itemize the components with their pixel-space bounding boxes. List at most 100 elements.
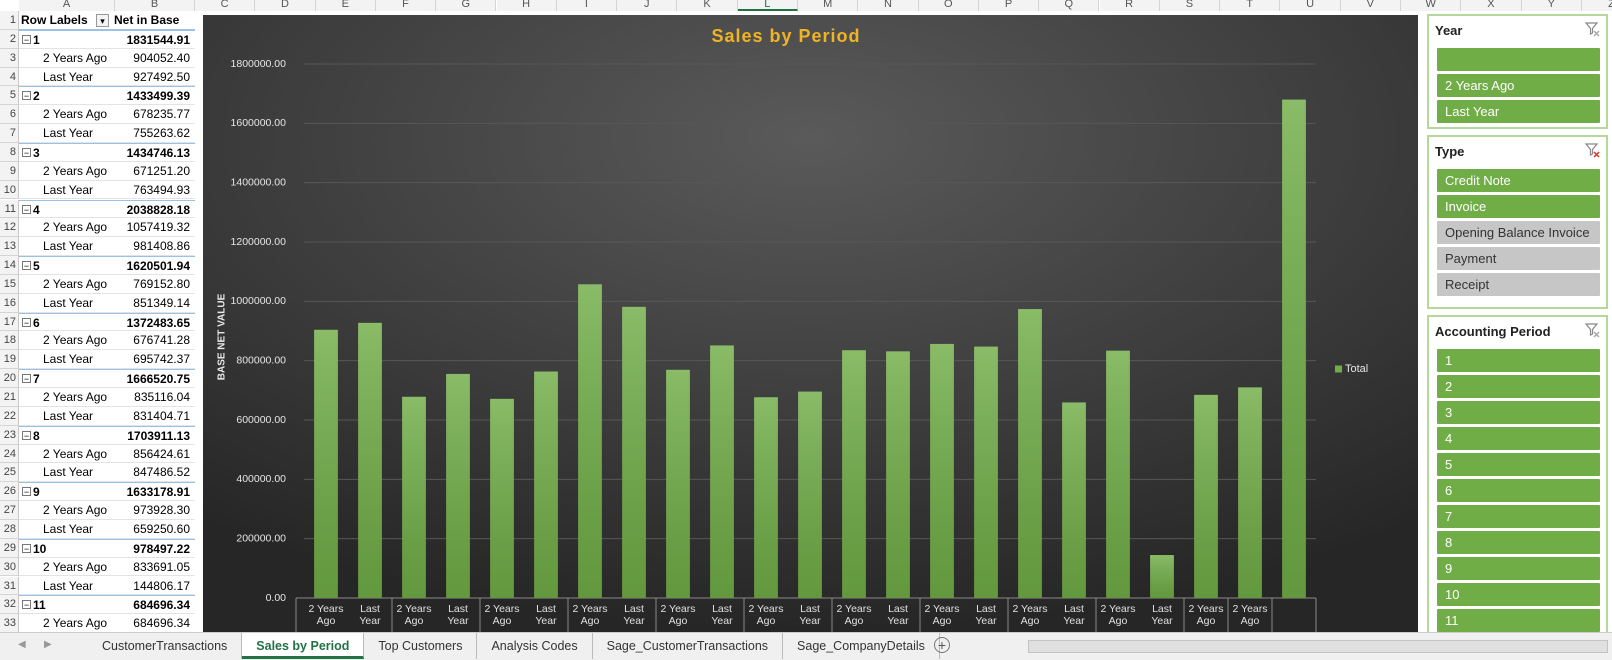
- pivot-value: 847486.52: [115, 463, 195, 483]
- row-number: 32: [0, 595, 19, 615]
- row-number: 26: [0, 482, 19, 502]
- slicer-item[interactable]: 6: [1437, 479, 1600, 502]
- row-number: 1: [0, 11, 19, 30]
- slicer-item[interactable]: 9: [1437, 557, 1600, 580]
- pivot-group-label: 1: [19, 29, 115, 49]
- pivot-value: 755263.62: [115, 124, 195, 143]
- collapse-button[interactable]: −: [22, 147, 31, 158]
- collapse-button[interactable]: −: [22, 600, 31, 611]
- clear-filter-icon[interactable]: [1584, 21, 1600, 37]
- tab-nav-left[interactable]: ◀: [18, 639, 26, 650]
- clear-filter-icon[interactable]: [1584, 322, 1600, 338]
- pivot-value: 1633178.91: [115, 482, 195, 502]
- slicer-item[interactable]: 11: [1437, 609, 1600, 632]
- tab-nav-right[interactable]: ▶: [44, 639, 52, 650]
- slicer-item[interactable]: 3: [1437, 401, 1600, 424]
- bar-shine: [402, 396, 426, 598]
- row-number: 8: [0, 142, 19, 162]
- column-header: V: [1340, 0, 1401, 11]
- row-number: 22: [0, 406, 19, 426]
- y-tick-label: 1600000.00: [231, 117, 287, 129]
- pivot-group-label: 3: [19, 142, 115, 162]
- bar-shine: [798, 391, 822, 598]
- sheet-tab[interactable]: Top Customers: [364, 633, 478, 659]
- bar-shine: [1018, 309, 1042, 598]
- row-number: 16: [0, 293, 19, 313]
- x-tick-label: 2 Years Ago: [484, 603, 520, 627]
- filter-button[interactable]: ▾: [96, 14, 109, 27]
- x-tick-label: Last Year: [799, 603, 821, 627]
- pivot-group-label: 2: [19, 86, 115, 106]
- slicer-item[interactable]: 5: [1437, 453, 1600, 476]
- y-axis-label: BASE NET VALUE: [217, 293, 228, 380]
- collapse-button[interactable]: −: [22, 91, 31, 102]
- collapse-button[interactable]: −: [22, 317, 31, 328]
- slicer-item[interactable]: Payment: [1437, 247, 1600, 270]
- sheet-tab[interactable]: Sales by Period: [242, 633, 365, 659]
- pivot-value: 684696.34: [115, 614, 195, 634]
- row-number: 31: [0, 576, 19, 596]
- column-header: Q: [1039, 0, 1100, 11]
- row-number: 2: [0, 29, 19, 49]
- pivot-item-label: Last Year: [19, 68, 115, 87]
- slicer-item[interactable]: 10: [1437, 583, 1600, 606]
- row-number: 20: [0, 369, 19, 388]
- slicer-item[interactable]: Invoice: [1437, 195, 1600, 218]
- pivot-value: 1372483.65: [115, 312, 195, 332]
- pivot-value: 904052.40: [115, 49, 195, 68]
- x-tick-label: Last Year: [887, 603, 909, 627]
- x-tick-label: 2 Years Ago: [1232, 603, 1268, 627]
- type-slicer: Type Credit Note Invoice Opening Balance I…: [1427, 135, 1608, 309]
- collapse-button[interactable]: −: [22, 487, 31, 498]
- slicer-item[interactable]: Last Year: [1437, 100, 1600, 123]
- x-tick-label: 2 Years Ago: [924, 603, 960, 627]
- pivot-group-label: 6: [19, 312, 115, 332]
- slicer-item[interactable]: 4: [1437, 427, 1600, 450]
- horizontal-scrollbar[interactable]: [1028, 640, 1608, 653]
- sheet-tab[interactable]: CustomerTransactions: [88, 633, 243, 659]
- slicer-item[interactable]: 2 Years Ago: [1437, 74, 1600, 97]
- pivot-group-label: 8: [19, 425, 115, 445]
- add-sheet-button[interactable]: +: [934, 637, 950, 653]
- slicer-item[interactable]: Opening Balance Invoice: [1437, 221, 1600, 244]
- bar-shine: [754, 397, 778, 598]
- chart-area[interactable]: Sales by Period BASE NET VALUE 0.00 20000…: [203, 15, 1418, 632]
- bar-shine: [930, 343, 954, 598]
- collapse-button[interactable]: −: [22, 374, 31, 385]
- pivot-value: 144806.17: [115, 577, 195, 596]
- column-header: U: [1280, 0, 1341, 11]
- slicer-item[interactable]: 1: [1437, 349, 1600, 372]
- y-tick-label: 1000000.00: [231, 295, 287, 307]
- clear-filter-icon[interactable]: [1584, 142, 1600, 158]
- column-header: D: [255, 0, 316, 11]
- pivot-value: 981408.86: [115, 237, 195, 257]
- y-tick-label: 200000.00: [236, 532, 286, 544]
- chart-title: Sales by Period: [711, 26, 860, 46]
- slicer-item[interactable]: 8: [1437, 531, 1600, 554]
- sheet-tab[interactable]: Sage_CompanyDetails: [783, 633, 940, 659]
- collapse-button[interactable]: −: [22, 261, 31, 272]
- row-number: 25: [0, 463, 19, 483]
- slicer-item[interactable]: Receipt: [1437, 273, 1600, 296]
- collapse-button[interactable]: −: [22, 430, 31, 441]
- slicer-blank-item[interactable]: [1437, 48, 1600, 71]
- slicer-title: Year: [1435, 23, 1463, 38]
- bar-shine: [974, 346, 998, 598]
- column-header: J: [617, 0, 678, 11]
- y-tick-label: 0.00: [266, 592, 287, 604]
- collapse-button[interactable]: −: [22, 34, 31, 45]
- sheet-tab[interactable]: Sage_CustomerTransactions: [593, 633, 784, 659]
- bar-shine: [358, 322, 382, 598]
- slicer-item[interactable]: 2: [1437, 375, 1600, 398]
- pivot-item-label: 2 Years Ago: [19, 105, 115, 125]
- sheet-tab[interactable]: Analysis Codes: [477, 633, 593, 659]
- pivot-value: 978497.22: [115, 538, 195, 558]
- pivot-item-label: Last Year: [19, 407, 115, 426]
- slicer-item[interactable]: Credit Note: [1437, 169, 1600, 192]
- clear-filter-glyph: [1584, 143, 1600, 158]
- collapse-button[interactable]: −: [22, 543, 31, 554]
- collapse-button[interactable]: −: [22, 204, 31, 215]
- pivot-item-label: 2 Years Ago: [19, 218, 115, 238]
- slicer-item[interactable]: 7: [1437, 505, 1600, 528]
- row-number: 12: [0, 218, 19, 238]
